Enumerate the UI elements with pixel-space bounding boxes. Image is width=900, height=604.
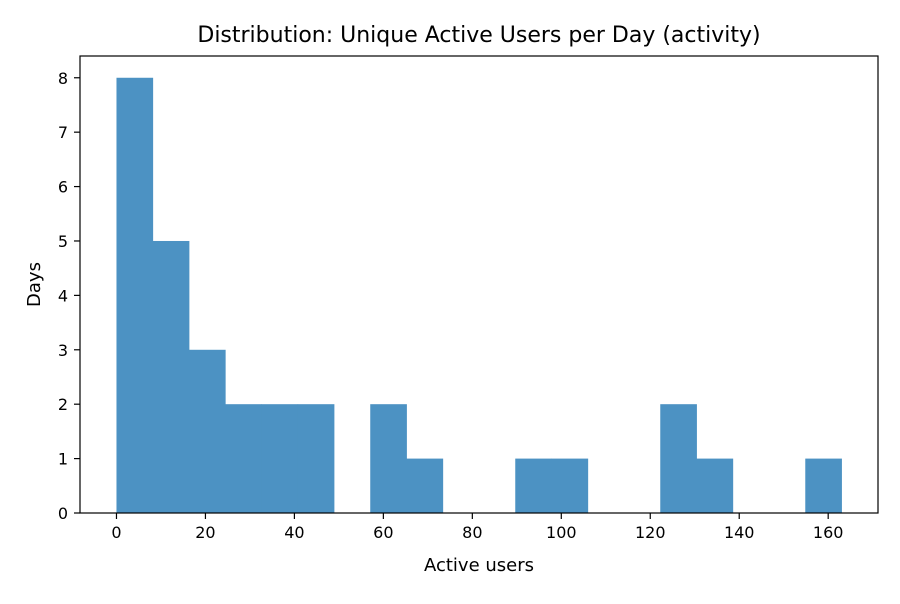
histogram-bar xyxy=(805,458,842,513)
plot-frame xyxy=(79,55,879,514)
histogram-bar xyxy=(297,404,335,513)
histogram-bar xyxy=(261,404,299,513)
x-tick-label: 0 xyxy=(111,523,121,542)
y-tick-label: 4 xyxy=(58,286,68,305)
histogram-bar xyxy=(188,349,226,513)
x-axis-label: Active users xyxy=(424,555,534,576)
x-tick-label: 40 xyxy=(284,523,304,542)
histogram-bar xyxy=(370,404,407,513)
y-axis: 0 1 2 3 4 5 6 7 8 xyxy=(58,69,80,523)
histogram-bar xyxy=(515,458,552,513)
x-tick-label: 100 xyxy=(546,523,577,542)
x-tick-label: 120 xyxy=(635,523,666,542)
y-tick-label: 7 xyxy=(58,123,68,142)
y-tick-label: 1 xyxy=(58,450,68,469)
histogram-bar xyxy=(225,404,262,513)
x-tick-label: 160 xyxy=(813,523,844,542)
histogram-bar xyxy=(660,404,697,513)
histogram-bar xyxy=(152,240,190,513)
x-tick-label: 140 xyxy=(724,523,755,542)
bars-group xyxy=(116,77,842,513)
y-tick-label: 5 xyxy=(58,232,68,251)
x-tick-label: 20 xyxy=(195,523,215,542)
chart-title: Distribution: Unique Active Users per Da… xyxy=(197,23,760,48)
histogram-bar xyxy=(696,458,734,513)
y-tick-label: 6 xyxy=(58,178,68,197)
histogram-bar xyxy=(116,77,154,513)
histogram-bar xyxy=(551,458,589,513)
y-tick-label: 2 xyxy=(58,395,68,414)
histogram-bar xyxy=(406,458,444,513)
y-tick-label: 3 xyxy=(58,341,68,360)
y-axis-label: Days xyxy=(24,262,45,307)
x-tick-label: 80 xyxy=(462,523,482,542)
x-axis: 0 20 40 60 80 100 120 140 160 xyxy=(111,513,843,542)
y-tick-label: 0 xyxy=(58,504,68,523)
x-tick-label: 60 xyxy=(373,523,393,542)
y-tick-label: 8 xyxy=(58,69,68,88)
